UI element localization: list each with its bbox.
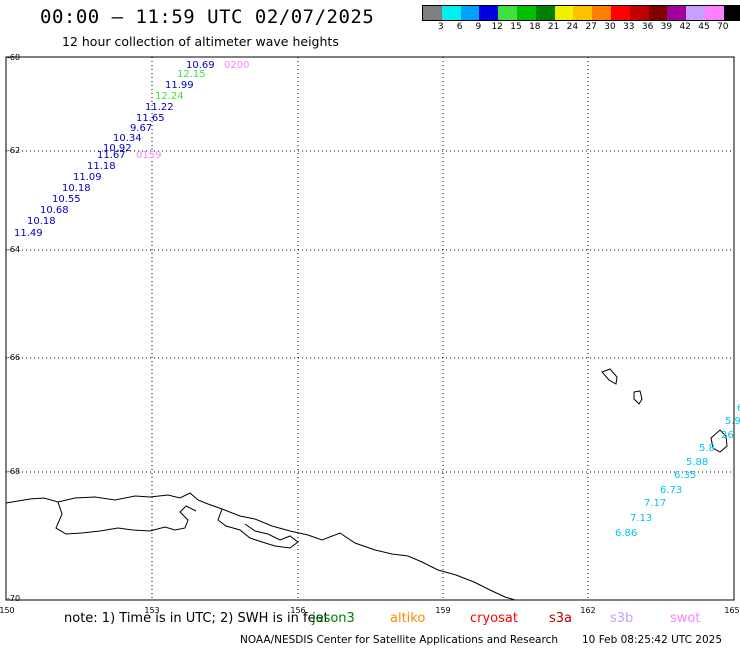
legend-swatch [686, 6, 705, 20]
lat-tick-label: -66 [7, 353, 20, 362]
legend-swatch [479, 6, 499, 20]
wave-height-label: 7.13 [630, 513, 652, 524]
lat-tick-label: -70 [7, 594, 20, 603]
time-marker: 0200 [224, 60, 249, 71]
wave-height-label: 11.09 [73, 172, 102, 183]
legend-tick-label: 3 [437, 22, 444, 32]
legend-swatch [592, 6, 611, 20]
wave-height-label: 11.67 [97, 150, 126, 161]
legend-tick-label: 39 [660, 22, 673, 32]
legend-tick-label: 18 [529, 22, 541, 32]
page-subtitle: 12 hour collection of altimeter wave hei… [62, 34, 339, 49]
legend-swatch [535, 6, 555, 20]
legend-swatch [610, 6, 630, 20]
wave-height-label: 12.24 [155, 91, 184, 102]
legend-tick-label: 15 [510, 22, 522, 32]
lon-tick-label: 156 [290, 606, 305, 615]
wave-height-label: 10.68 [40, 205, 69, 216]
wave-height-label: 9.67 [130, 123, 152, 134]
lat-tick-label: -60 [7, 53, 20, 62]
wave-height-label: 10.34 [113, 133, 142, 144]
wave-height-label: 11.18 [87, 161, 116, 172]
legend-tick-label: 9 [475, 22, 482, 32]
color-legend [422, 5, 740, 21]
time-marker: 0159 [136, 150, 161, 161]
wave-height-label: 12.15 [177, 69, 206, 80]
wave-height-label: 6.86 [615, 528, 637, 539]
legend-tick-label: 33 [623, 22, 635, 32]
wave-height-label: 10.69 [186, 60, 215, 71]
generated-timestamp: 10 Feb 08:25:42 UTC 2025 [582, 634, 722, 646]
legend-swatch [723, 6, 740, 20]
wave-height-label: 7.17 [644, 498, 666, 509]
lon-tick-label: 165 [724, 606, 739, 615]
legend-swatch [441, 6, 461, 20]
legend-tick-label: 45 [698, 22, 710, 32]
wave-height-label: 10.18 [62, 183, 91, 194]
lat-tick-label: -68 [7, 467, 20, 476]
graticule [6, 57, 734, 600]
legend-tick-label: 6 [456, 22, 463, 32]
legend-swatch [554, 6, 574, 20]
coast-inlet-1 [55, 501, 197, 535]
map-frame [5, 56, 735, 601]
wave-height-label: 11.49 [14, 228, 43, 239]
wave-height-label: 5.9 [725, 416, 740, 427]
wave-height-label: 26 [721, 430, 734, 441]
wave-height-label: 6.35 [674, 470, 696, 481]
satellite-s3b: s3b [610, 611, 634, 626]
legend-swatch [423, 6, 442, 20]
lon-tick-label: 159 [435, 606, 450, 615]
legend-swatch [498, 6, 517, 20]
lon-tick-label: 153 [144, 606, 159, 615]
lon-tick-label: 162 [580, 606, 595, 615]
coast-inlet-2 [217, 508, 299, 549]
legend-swatch [516, 6, 536, 20]
legend-tick-label: 21 [547, 22, 560, 32]
legend-tick-label: 12 [491, 22, 503, 32]
satellite-s3a: s3a [549, 611, 573, 626]
wave-height-label: 10.18 [27, 216, 56, 227]
wave-height-label: 10.55 [52, 194, 81, 205]
antarctic-coastline [5, 492, 516, 601]
satellite-altiko: altiko [390, 611, 426, 626]
wave-height-label: 6.73 [660, 485, 682, 496]
legend-swatch [573, 6, 593, 20]
wave-height-label: 6 [737, 403, 740, 414]
legend-tick-label: 70 [717, 22, 729, 32]
legend-tick-label: 30 [604, 22, 616, 32]
credit-line: NOAA/NESDIS Center for Satellite Applica… [240, 634, 558, 646]
wave-height-label: 11.22 [145, 102, 174, 113]
satellite-cryosat: cryosat [470, 611, 518, 626]
legend-tick-label: 27 [585, 22, 597, 32]
legend-swatch [648, 6, 668, 20]
legend-tick-label: 42 [679, 22, 691, 32]
wave-height-label: 5.8 [699, 443, 715, 454]
lon-tick-label: 150 [0, 606, 15, 615]
island-2 [633, 390, 643, 405]
lat-tick-label: -62 [7, 146, 20, 155]
lat-tick-label: -64 [7, 245, 20, 254]
wave-height-label: 10.92 [103, 143, 132, 154]
legend-swatch [629, 6, 649, 20]
footer-note: note: 1) Time is in UTC; 2) SWH is in fe… [64, 611, 329, 626]
satellite-jason3: jason3 [312, 611, 355, 626]
legend-tick-label: 24 [566, 22, 579, 32]
wave-height-label: 11.65 [136, 113, 165, 124]
legend-swatch [704, 6, 724, 20]
satellite-swot: swot [670, 611, 701, 626]
legend-swatch [460, 6, 480, 20]
island-1 [601, 368, 618, 385]
wave-height-label: 11.99 [165, 80, 194, 91]
legend-swatch [667, 6, 687, 20]
island-3 [710, 429, 728, 453]
legend-tick-label: 36 [641, 22, 654, 32]
page-title: 00:00 – 11:59 UTC 02/07/2025 [40, 6, 375, 28]
wave-height-label: 5.88 [686, 457, 708, 468]
